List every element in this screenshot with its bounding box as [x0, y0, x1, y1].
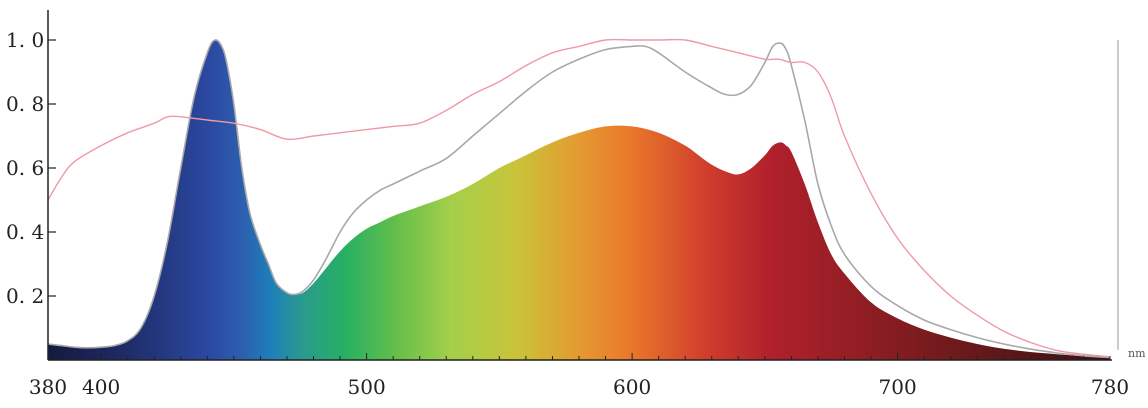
spectrum-area: [48, 39, 1110, 360]
x-tick-label: 700: [879, 375, 917, 399]
series-layer: [47, 38, 1111, 360]
y-tick-label: 0. 8: [6, 92, 44, 116]
x-tick-label: 380: [29, 375, 67, 399]
y-tick-label: 0. 2: [6, 284, 44, 308]
x-tick-labels: 380 400 500 600 700 780: [29, 375, 1129, 399]
pink-spectrum-line: [47, 38, 1111, 358]
x-unit-label: nm: [1128, 347, 1146, 360]
x-tick-label: 400: [82, 375, 120, 399]
y-ticks: 0. 2 0. 4 0. 6 0. 8 1. 0: [6, 28, 56, 308]
x-minor-ticks: [74, 353, 1111, 360]
x-tick-label: 780: [1091, 375, 1129, 399]
y-tick-label: 1. 0: [6, 28, 44, 52]
x-tick-label: 600: [613, 375, 651, 399]
axes: 380 400 500 600 700 780 0. 20. 40. 60. 81. 0 …: [6, 10, 1146, 399]
gray-spectrum-line: [47, 39, 1111, 359]
y-tick-label: 0. 4: [6, 220, 44, 244]
y-tick-label: 0. 6: [6, 156, 44, 180]
x-tick-label: 500: [348, 375, 386, 399]
